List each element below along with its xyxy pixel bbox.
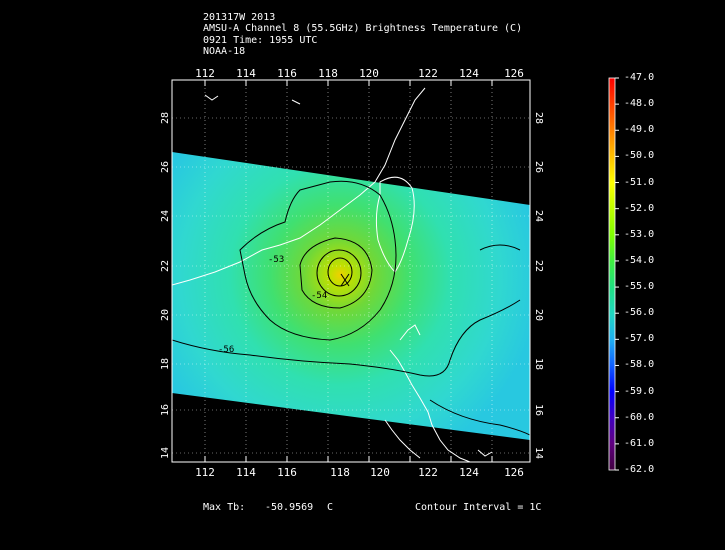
lon-label-top: 114: [236, 67, 256, 80]
colorbar-label: -62.0: [624, 464, 655, 475]
max-tb-unit: C: [327, 502, 334, 513]
lat-label-left: 24: [160, 210, 171, 222]
colorbar-label: -60.0: [624, 411, 655, 423]
lon-label-top: 120: [359, 67, 379, 80]
lon-label-top: 118: [318, 67, 338, 80]
contour-lines: [172, 180, 530, 436]
colorbar-label: -53.0: [624, 228, 655, 240]
lat-label-right: 16: [533, 404, 544, 416]
lat-label-right: 18: [533, 358, 544, 370]
title-line-3: 0921 Time: 1955 UTC: [203, 35, 318, 46]
lat-label-left: 14: [160, 447, 171, 459]
satellite-swath: [172, 152, 530, 440]
colorbar-label: -55.0: [624, 281, 655, 293]
coastlines: [172, 87, 493, 462]
lon-label-bottom: 120: [370, 466, 390, 479]
colorbar-gradient: [608, 77, 616, 471]
colorbar-label: -57.0: [624, 333, 655, 345]
title-line-4: NOAA-18: [203, 46, 246, 57]
lon-label-bottom: 126: [504, 466, 524, 479]
lat-label-right: 20: [533, 309, 544, 321]
contour-label: -56: [218, 345, 234, 355]
lon-label-bottom: 116: [277, 466, 297, 479]
lat-label-left: 28: [160, 112, 171, 124]
colorbar: [608, 77, 619, 471]
title-line-2: AMSU-A Channel 8 (55.5GHz) Brightness Te…: [203, 23, 523, 34]
lon-label-top: 116: [277, 67, 297, 80]
max-tb-marker: [340, 273, 350, 287]
colorbar-label: -52.0: [624, 202, 655, 214]
lat-label-left: 26: [160, 161, 171, 173]
lon-label-top: 112: [195, 67, 215, 80]
lat-label-left: 22: [160, 260, 171, 272]
lon-label-bottom: 118: [330, 466, 350, 479]
lon-labels: 112 114 116 118 120 122 124 126 112 114 …: [195, 67, 524, 479]
contour-label: -57: [500, 438, 516, 448]
contour-value-labels: -53 -54 -56 -57: [218, 255, 516, 448]
contour-label: -54: [311, 291, 327, 301]
title-line-1: 201317W 2013: [203, 12, 276, 23]
colorbar-label: -59.0: [624, 385, 655, 397]
lat-label-right: 26: [533, 161, 544, 173]
lat-label-right: 14: [533, 447, 544, 459]
lat-label-left: 18: [160, 358, 171, 370]
lon-label-bottom: 114: [236, 466, 256, 479]
lon-label-bottom: 112: [195, 466, 215, 479]
contour-label: -53: [268, 255, 284, 265]
lat-label-left: 16: [160, 404, 171, 416]
colorbar-label: -61.0: [624, 437, 655, 449]
colorbar-label: -49.0: [624, 124, 655, 136]
lat-label-right: 24: [533, 210, 544, 222]
colorbar-label: -51.0: [624, 176, 655, 188]
lon-label-top: 126: [504, 67, 524, 80]
lat-label-right: 28: [533, 112, 544, 124]
max-tb-label: Max Tb:: [203, 502, 246, 513]
max-tb-value: -50.9569: [265, 502, 314, 513]
lat-label-right: 22: [533, 260, 544, 272]
lat-label-left: 20: [160, 309, 171, 321]
colorbar-label: -56.0: [624, 307, 655, 319]
contour-interval: Contour Interval = 1C: [415, 502, 542, 513]
frame-ticks: [204, 80, 493, 462]
colorbar-label: -54.0: [624, 254, 655, 266]
lon-label-top: 122: [418, 67, 438, 80]
lat-labels: 14 16 18 20 22 24 26 28 14 16 18 20 22 2…: [160, 112, 544, 459]
colorbar-label: -48.0: [624, 98, 655, 110]
colorbar-label: -50.0: [624, 150, 655, 162]
lon-label-top: 124: [459, 67, 479, 80]
map-frame: [171, 79, 531, 463]
lon-label-bottom: 124: [459, 466, 479, 479]
lon-label-bottom: 122: [418, 466, 438, 479]
colorbar-label: -58.0: [624, 359, 655, 371]
colorbar-label: -47.0: [624, 72, 655, 83]
